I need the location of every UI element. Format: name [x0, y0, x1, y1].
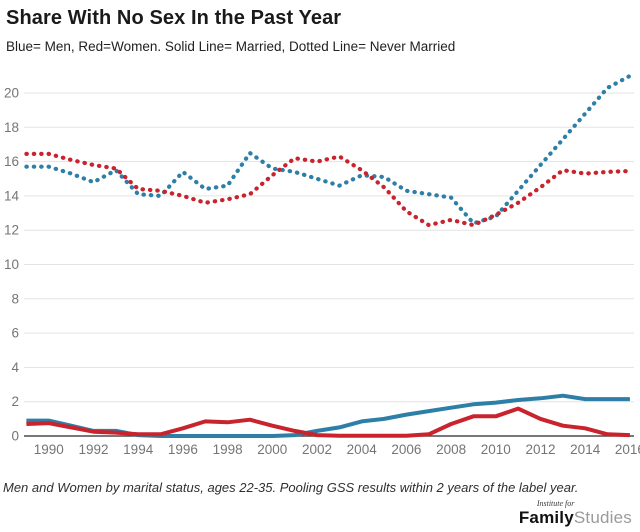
chart-subtitle-legend: Blue= Men, Red=Women. Solid Line= Marrie… — [6, 39, 456, 54]
chart-header: Share With No Sex In the Past Year Blue=… — [0, 0, 640, 54]
x-axis-label: 2000 — [257, 442, 287, 457]
x-axis-label: 2002 — [302, 442, 332, 457]
x-axis-label: 1994 — [123, 442, 154, 457]
y-axis-label: 6 — [11, 326, 19, 341]
x-axis-label: 2016 — [615, 442, 640, 457]
series-line-women-never-married — [24, 151, 633, 228]
y-axis-label: 20 — [4, 86, 19, 101]
y-axis-label: 18 — [4, 120, 19, 135]
x-axis-label: 1990 — [34, 442, 64, 457]
y-axis-label: 8 — [11, 291, 19, 306]
logo-studies-text: Studies — [573, 508, 632, 527]
chart-footnote: Men and Women by marital status, ages 22… — [3, 480, 579, 495]
y-axis-label: 10 — [4, 257, 19, 272]
series-line-men-never-married — [24, 73, 633, 226]
y-axis-label: 2 — [11, 394, 19, 409]
y-axis-label: 4 — [11, 360, 19, 375]
x-axis-label: 2012 — [525, 442, 555, 457]
x-axis-label: 2004 — [347, 442, 378, 457]
x-axis-label: 1998 — [213, 442, 243, 457]
y-axis-label: 14 — [4, 188, 20, 203]
x-axis-label: 1992 — [78, 442, 108, 457]
line-chart: 0 2 4 6 8 10 12 14 16 18 20 1990 1992 1994 1996 1998 200… — [4, 73, 640, 457]
x-axis-label: 2008 — [436, 442, 466, 457]
logo-institute-for-text: Institute for — [536, 499, 575, 508]
logo-family-text: Family — [518, 508, 574, 527]
y-axis-label: 0 — [11, 429, 19, 444]
page-title: Share With No Sex In the Past Year — [6, 7, 342, 29]
chart-area: 0 2 4 6 8 10 12 14 16 18 20 1990 1992 1994 1996 1998 200… — [0, 56, 640, 468]
y-axis-label: 12 — [4, 223, 19, 238]
series-line-women-married — [26, 406, 630, 438]
ifs-logo: Institute for FamilyStudies — [519, 500, 632, 527]
x-axis-label: 2010 — [481, 442, 511, 457]
y-axis-label: 16 — [4, 154, 19, 169]
x-axis-label: 2006 — [391, 442, 421, 457]
x-axis-label: 1996 — [168, 442, 198, 457]
x-axis-label: 2014 — [570, 442, 601, 457]
